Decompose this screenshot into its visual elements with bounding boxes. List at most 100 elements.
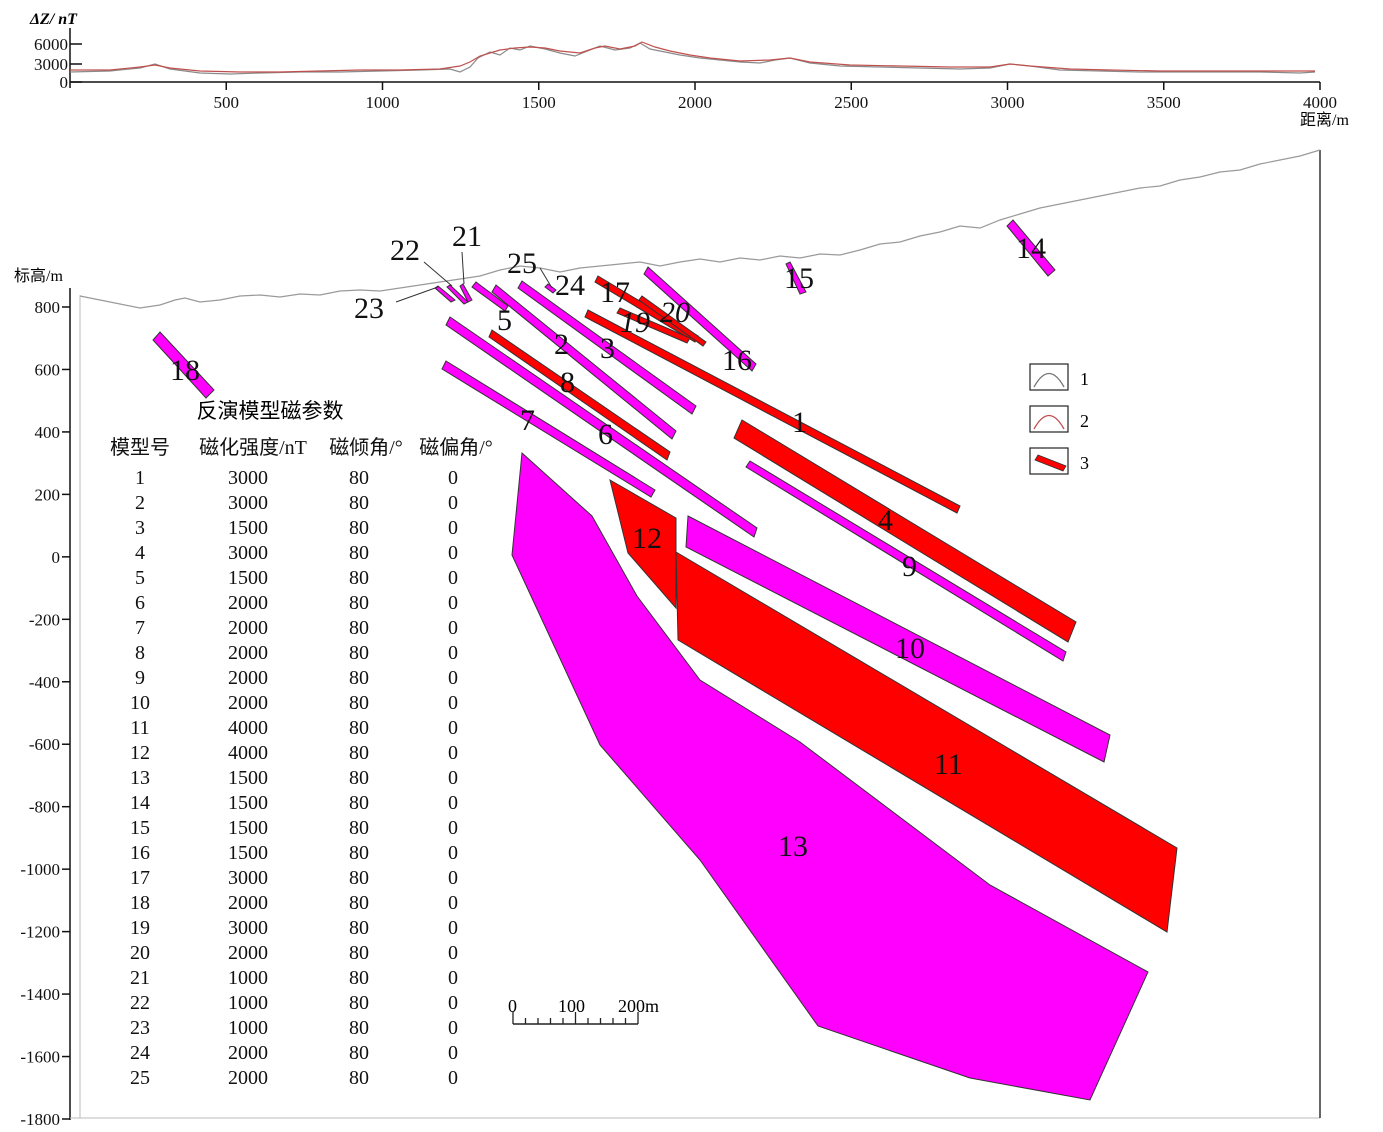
table-cell: 2000 xyxy=(228,667,268,689)
body-label-18: 18 xyxy=(170,354,200,387)
section-panel: 标高/m 8006004002000-200-400-600-800-1000-… xyxy=(14,149,1321,1129)
table-cell: 21 xyxy=(130,967,150,989)
section-y-tick-label: 200 xyxy=(35,485,61,504)
table-cell: 0 xyxy=(448,717,458,739)
table-cell: 0 xyxy=(448,892,458,914)
table-cell: 80 xyxy=(349,967,369,989)
table-cell: 17 xyxy=(130,867,150,889)
table-cell: 0 xyxy=(448,842,458,864)
table-cell: 2000 xyxy=(228,892,268,914)
table-cell: 13 xyxy=(130,767,150,789)
body-label-25: 25 xyxy=(507,247,537,280)
profile-x-ticks: 500 1000 1500 2000 2500 3000 3500 4000 xyxy=(214,82,1337,112)
section-y-tick-label: -1200 xyxy=(20,923,60,942)
table-cell: 0 xyxy=(448,742,458,764)
table-header-declination: 磁偏角/° xyxy=(419,436,493,459)
table-cell: 80 xyxy=(349,592,369,614)
body-2 xyxy=(491,284,677,440)
scale-label-100: 100 xyxy=(558,996,585,1016)
table-cell: 80 xyxy=(349,617,369,639)
table-cell: 6 xyxy=(135,592,145,614)
body-label-16: 16 xyxy=(722,344,752,377)
table-cell: 1500 xyxy=(228,817,268,839)
table-cell: 3000 xyxy=(228,867,268,889)
section-y-tick-label: -1600 xyxy=(20,1048,60,1067)
section-y-tick-label: 0 xyxy=(52,548,61,567)
table-cell: 1000 xyxy=(228,967,268,989)
body-label-2: 2 xyxy=(554,328,569,361)
profile-y-tick-label: 6000 xyxy=(34,35,68,54)
table-cell: 0 xyxy=(448,667,458,689)
profile-x-tick-label: 4000 xyxy=(1303,93,1337,112)
table-cell: 1000 xyxy=(228,992,268,1014)
parameter-table: 反演模型磁参数 模型号 磁化强度/nT 磁倾角/° 磁偏角/° 1 3000 80 0… xyxy=(110,399,493,1089)
table-cell: 2000 xyxy=(228,1067,268,1089)
body-19 xyxy=(616,307,691,344)
body-label-11: 11 xyxy=(934,748,963,781)
body-3 xyxy=(517,280,697,415)
table-cell: 18 xyxy=(130,892,150,914)
table-cell: 3000 xyxy=(228,542,268,564)
legend-key-3: 3 xyxy=(1080,453,1089,473)
body-1 xyxy=(584,309,961,514)
table-header-model: 模型号 xyxy=(110,436,170,459)
table-cell: 80 xyxy=(349,642,369,664)
body-label-1: 1 xyxy=(792,406,807,439)
table-cell: 0 xyxy=(448,767,458,789)
leader-22 xyxy=(423,261,453,287)
section-y-tick-label: -200 xyxy=(29,610,60,629)
table-cell: 0 xyxy=(448,792,458,814)
table-cell: 3000 xyxy=(228,917,268,939)
body-4 xyxy=(733,419,1077,643)
legend-key-2: 2 xyxy=(1080,411,1089,431)
table-header-inclination: 磁倾角/° xyxy=(329,436,403,459)
body-13 xyxy=(511,451,1149,1101)
table-cell: 0 xyxy=(448,517,458,539)
table-cell: 1500 xyxy=(228,767,268,789)
table-cell: 80 xyxy=(349,842,369,864)
table-cell: 24 xyxy=(130,1042,150,1064)
body-6 xyxy=(445,316,758,538)
table-cell: 1500 xyxy=(228,567,268,589)
profile-xlabel: 距离/m xyxy=(1300,111,1349,129)
table-cell: 2000 xyxy=(228,617,268,639)
table-cell: 0 xyxy=(448,492,458,514)
table-cell: 0 xyxy=(448,1067,458,1089)
table-cell: 1500 xyxy=(228,517,268,539)
table-cell: 0 xyxy=(448,942,458,964)
table-header-intensity: 磁化强度/nT xyxy=(199,436,307,459)
section-y-tick-label: -1000 xyxy=(20,860,60,879)
section-y-tick-label: -800 xyxy=(29,798,60,817)
table-cell: 2000 xyxy=(228,642,268,664)
profile-x-tick-label: 1500 xyxy=(522,93,556,112)
table-cell: 0 xyxy=(448,967,458,989)
table-cell: 80 xyxy=(349,792,369,814)
table-cell: 25 xyxy=(130,1067,150,1089)
table-cell: 14 xyxy=(130,792,150,814)
body-8 xyxy=(488,329,671,461)
body-label-8: 8 xyxy=(560,366,575,399)
leader-25 xyxy=(539,267,553,289)
table-cell: 22 xyxy=(130,992,150,1014)
body-label-13: 13 xyxy=(778,830,808,863)
profile-ylabel: ΔZ/ nT xyxy=(29,11,78,28)
body-label-4: 4 xyxy=(878,504,893,537)
profile-y-tick-label: 0 xyxy=(60,73,69,92)
body-24 xyxy=(544,283,557,294)
table-cell: 80 xyxy=(349,992,369,1014)
table-cell: 80 xyxy=(349,567,369,589)
legend-observed-icon xyxy=(1033,372,1065,388)
observed-anomaly-curve xyxy=(69,42,1316,75)
table-cell: 0 xyxy=(448,867,458,889)
table-cell: 4000 xyxy=(228,742,268,764)
table-cell: 80 xyxy=(349,1042,369,1064)
table-cell: 0 xyxy=(448,467,458,489)
section-y-tick-label: -1800 xyxy=(20,1110,60,1129)
body-label-10: 10 xyxy=(895,632,925,665)
table-cell: 80 xyxy=(349,942,369,964)
table-cell: 1 xyxy=(135,467,145,489)
legend-calculated-icon xyxy=(1033,414,1065,430)
topography-line xyxy=(79,149,1321,309)
